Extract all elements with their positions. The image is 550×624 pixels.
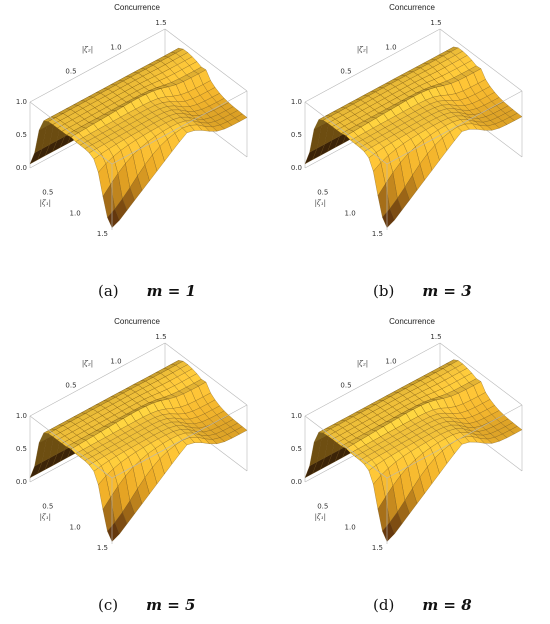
box-edge bbox=[164, 342, 248, 406]
x-axis-label: |ζ₂| bbox=[82, 46, 93, 54]
panel-d: Concurrence 0.0 0.5 1.0 0.5 1.0 1.5 |ζ₂| 0.5 1.0 1… bbox=[275, 314, 550, 624]
x-tick-label: 0.5 bbox=[340, 382, 351, 390]
y-tick-label: 1.5 bbox=[97, 230, 108, 238]
box-edge bbox=[386, 90, 523, 165]
x-tick-label: 1.0 bbox=[110, 43, 121, 51]
z-tick-label: 0.5 bbox=[291, 131, 302, 139]
y-tick-label: 1.0 bbox=[70, 523, 81, 531]
caption-d: (d) m = 8 bbox=[373, 596, 472, 614]
z-tick-label: 1.0 bbox=[291, 412, 302, 420]
caption-equation: m = 3 bbox=[422, 282, 472, 300]
caption-label: (a) bbox=[98, 282, 119, 300]
y-axis-label: |ζ₁| bbox=[40, 199, 51, 207]
surface-plot-c: Concurrence 0.0 0.5 1.0 0.5 1.0 1.5 |ζ₂| 0.5 1.0 1… bbox=[16, 317, 248, 552]
box-edge bbox=[164, 28, 248, 92]
surface-plot-a: Concurrence 0.0 0.5 1.0 0.5 1.0 1.5 |ζ₂| 0.5 1.0 1… bbox=[16, 3, 248, 238]
x-tick-label: 1.5 bbox=[155, 333, 166, 341]
x-axis-label: |ζ₂| bbox=[357, 46, 368, 54]
z-tick-label: 0.5 bbox=[16, 131, 27, 139]
y-tick-label: 0.5 bbox=[317, 503, 328, 511]
box-edge bbox=[111, 404, 248, 479]
y-tick-label: 1.0 bbox=[345, 209, 356, 217]
box-edge bbox=[386, 404, 523, 479]
panel-b: Concurrence 0.0 0.5 1.0 0.5 1.0 1.5 |ζ₂| 0.5 1.0 1… bbox=[275, 0, 550, 310]
bounding-box-front bbox=[29, 404, 248, 544]
x-tick-label: 1.5 bbox=[430, 19, 441, 27]
surface bbox=[304, 359, 523, 542]
surface-plot-d: Concurrence 0.0 0.5 1.0 0.5 1.0 1.5 |ζ₂| 0.5 1.0 1… bbox=[291, 317, 523, 552]
z-tick-label: 0.0 bbox=[16, 478, 27, 486]
caption-b: (b) m = 3 bbox=[373, 282, 472, 300]
surface-patch bbox=[107, 522, 120, 542]
z-tick-label: 0.0 bbox=[291, 164, 302, 172]
x-tick-label: 1.5 bbox=[430, 333, 441, 341]
box-edge bbox=[29, 28, 166, 103]
y-tick-label: 0.5 bbox=[42, 503, 53, 511]
z-tick-label: 0.0 bbox=[291, 478, 302, 486]
panel-c: Concurrence 0.0 0.5 1.0 0.5 1.0 1.5 |ζ₂| 0.5 1.0 1… bbox=[0, 314, 275, 624]
bounding-box-front bbox=[304, 90, 523, 230]
surface bbox=[304, 46, 523, 229]
caption-label: (c) bbox=[98, 596, 119, 614]
caption-a: (a) m = 1 bbox=[98, 282, 196, 300]
z-tick-label: 1.0 bbox=[291, 98, 302, 106]
caption-c: (c) m = 5 bbox=[98, 596, 195, 614]
chart-title: Concurrence bbox=[114, 3, 160, 12]
bounding-box-front bbox=[304, 404, 523, 544]
chart-title: Concurrence bbox=[389, 3, 435, 12]
x-tick-label: 1.0 bbox=[110, 357, 121, 365]
y-tick-label: 1.0 bbox=[345, 523, 356, 531]
surface-plot-b: Concurrence 0.0 0.5 1.0 0.5 1.0 1.5 |ζ₂| 0.5 1.0 1… bbox=[291, 3, 523, 238]
z-tick-label: 0.0 bbox=[16, 164, 27, 172]
surface-patch bbox=[382, 521, 395, 542]
box-edge bbox=[111, 90, 248, 165]
caption-label: (b) bbox=[373, 282, 395, 300]
y-tick-label: 0.5 bbox=[317, 189, 328, 197]
box-edge bbox=[29, 415, 113, 479]
z-tick-label: 1.0 bbox=[16, 98, 27, 106]
z-tick-label: 0.5 bbox=[291, 445, 302, 453]
x-tick-label: 1.0 bbox=[385, 43, 396, 51]
box-edge bbox=[304, 342, 441, 417]
chart-title: Concurrence bbox=[114, 317, 160, 326]
z-tick-label: 1.0 bbox=[16, 412, 27, 420]
bounding-box-front bbox=[29, 90, 248, 230]
caption-equation: m = 8 bbox=[422, 596, 472, 614]
box-edge bbox=[304, 101, 388, 165]
surface bbox=[29, 47, 248, 229]
y-tick-label: 1.0 bbox=[70, 209, 81, 217]
caption-equation: m = 1 bbox=[146, 282, 196, 300]
box-edge bbox=[29, 101, 113, 165]
box-edge bbox=[29, 342, 166, 417]
x-tick-label: 0.5 bbox=[340, 68, 351, 76]
y-tick-label: 1.5 bbox=[372, 230, 383, 238]
surface-patch bbox=[107, 208, 120, 229]
y-tick-label: 0.5 bbox=[42, 189, 53, 197]
caption-equation: m = 5 bbox=[146, 596, 196, 614]
y-axis-label: |ζ₁| bbox=[315, 199, 326, 207]
y-axis-label: |ζ₁| bbox=[40, 513, 51, 521]
z-tick-label: 0.5 bbox=[16, 445, 27, 453]
x-axis-label: |ζ₂| bbox=[82, 360, 93, 368]
x-tick-label: 0.5 bbox=[65, 382, 76, 390]
y-tick-label: 1.5 bbox=[97, 544, 108, 552]
chart-title: Concurrence bbox=[389, 317, 435, 326]
surface bbox=[29, 359, 248, 542]
x-axis-label: |ζ₂| bbox=[357, 360, 368, 368]
surface-patch bbox=[382, 208, 395, 229]
x-tick-label: 0.5 bbox=[65, 68, 76, 76]
box-edge bbox=[304, 415, 388, 479]
y-tick-label: 1.5 bbox=[372, 544, 383, 552]
y-axis-label: |ζ₁| bbox=[315, 513, 326, 521]
x-tick-label: 1.5 bbox=[155, 19, 166, 27]
box-edge bbox=[439, 342, 523, 406]
x-tick-label: 1.0 bbox=[385, 357, 396, 365]
box-edge bbox=[304, 28, 441, 103]
caption-label: (d) bbox=[373, 596, 395, 614]
box-edge bbox=[439, 28, 523, 92]
panel-a: Concurrence 0.0 0.5 1.0 0.5 1.0 1.5 |ζ₂| 0.5 1.0 1… bbox=[0, 0, 275, 310]
